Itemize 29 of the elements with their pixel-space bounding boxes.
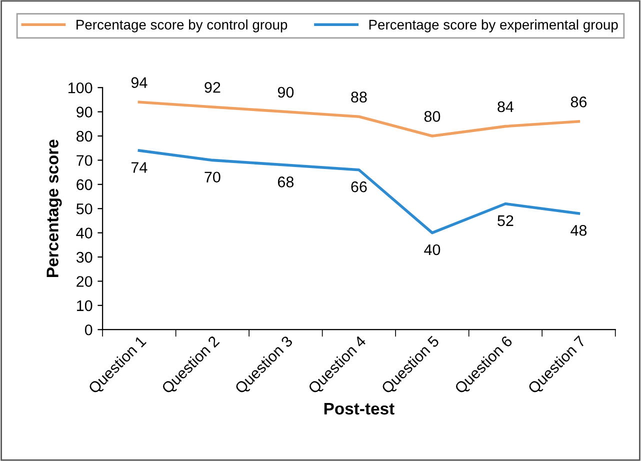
data-label: 88 <box>351 92 367 102</box>
y-tick-label: 0 <box>84 324 92 336</box>
data-label: 40 <box>424 244 440 256</box>
data-label: 66 <box>351 181 367 192</box>
y-tick-label: 100 <box>68 82 92 94</box>
data-label: 90 <box>278 86 294 98</box>
data-label: 92 <box>204 82 220 93</box>
data-label: 70 <box>204 172 220 183</box>
y-tick-label: 30 <box>76 252 92 263</box>
data-label: 52 <box>498 215 514 226</box>
data-label: 74 <box>131 162 148 173</box>
data-label: 86 <box>570 96 587 108</box>
x-axis-title: Post-test <box>324 402 394 415</box>
y-tick-label: 60 <box>76 179 92 190</box>
data-label: 94 <box>131 77 148 88</box>
y-tick-label: 80 <box>76 130 92 142</box>
data-label: 48 <box>570 224 587 236</box>
data-label: 80 <box>424 111 440 122</box>
y-axis-title: Percentage score <box>46 140 62 277</box>
legend-label: Percentage score by control group <box>76 19 288 32</box>
legend-label: Percentage score by experimental group <box>369 19 618 32</box>
y-tick-label: 70 <box>76 155 92 166</box>
y-tick-label: 20 <box>76 276 92 287</box>
y-tick-label: 90 <box>76 106 92 118</box>
y-tick-label: 10 <box>77 300 92 312</box>
y-tick-label: 40 <box>76 228 92 238</box>
data-label: 84 <box>498 101 514 112</box>
y-tick-label: 50 <box>76 203 92 214</box>
data-label: 68 <box>278 176 294 188</box>
